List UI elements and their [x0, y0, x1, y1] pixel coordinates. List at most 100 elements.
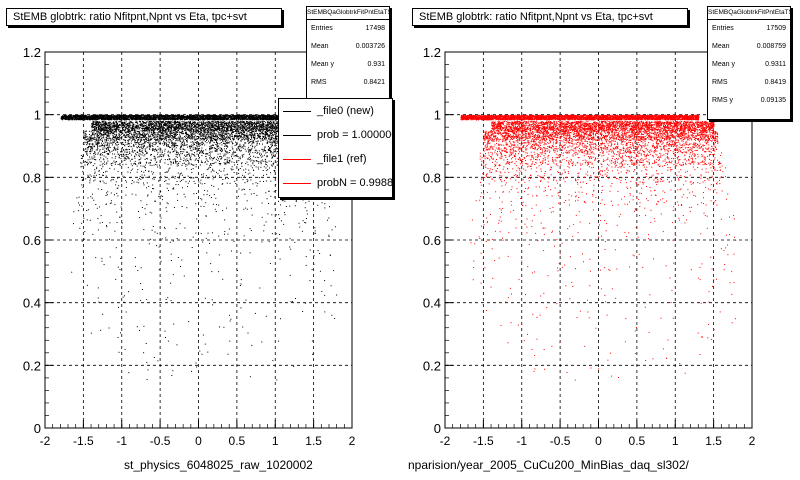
data-point: [95, 115, 97, 117]
data-point: [253, 122, 255, 124]
data-point: [127, 116, 129, 118]
data-point: [104, 122, 106, 124]
data-point: [145, 119, 147, 120]
data-point: [176, 117, 178, 119]
data-point: [88, 117, 90, 119]
data-point: [233, 124, 235, 126]
data-point: [123, 114, 125, 116]
data-point: [230, 127, 232, 129]
data-point: [237, 122, 239, 124]
data-point: [119, 117, 120, 119]
data-point: [257, 116, 258, 118]
data-point: [213, 116, 215, 118]
data-point: [145, 115, 147, 117]
data-point: [135, 124, 137, 126]
data-point: [87, 117, 89, 119]
data-point: [256, 119, 258, 120]
data-point: [92, 124, 94, 126]
data-point: [100, 123, 102, 125]
data-point: [99, 118, 101, 120]
data-point: [216, 128, 218, 130]
data-point: [142, 116, 144, 118]
data-point: [152, 127, 154, 129]
data-point: [169, 127, 170, 128]
data-point: [259, 115, 261, 117]
data-point: [274, 128, 276, 130]
data-point: [149, 121, 151, 123]
data-point: [62, 115, 64, 117]
data-point: [234, 114, 236, 116]
data-point: [163, 129, 165, 131]
data-point: [232, 117, 234, 119]
data-point: [262, 117, 264, 119]
data-point: [219, 125, 221, 127]
data-point: [227, 118, 229, 120]
data-point: [67, 115, 69, 117]
data-point: [219, 118, 220, 119]
data-point: [198, 115, 200, 117]
data-point: [134, 115, 136, 116]
data-point: [208, 119, 209, 121]
data-point: [255, 116, 257, 118]
data-point: [195, 127, 197, 129]
data-point: [162, 117, 164, 119]
data-point: [146, 118, 148, 120]
data-point: [206, 117, 208, 119]
data-point: [88, 118, 90, 120]
data-point: [124, 118, 126, 120]
data-point: [269, 118, 271, 120]
data-point: [248, 115, 250, 117]
data-point: [255, 115, 257, 117]
data-point: [156, 128, 158, 130]
data-point: [104, 115, 106, 117]
data-point: [207, 115, 209, 116]
data-point: [86, 117, 88, 119]
data-point: [113, 117, 115, 118]
data-point: [112, 114, 114, 116]
data-point: [211, 119, 213, 121]
data-point: [167, 119, 169, 121]
data-point: [224, 117, 226, 119]
data-point: [265, 129, 267, 131]
data-point: [145, 118, 147, 120]
data-point: [156, 115, 158, 116]
data-point: [195, 116, 196, 118]
data-point: [164, 118, 166, 120]
data-point: [96, 123, 98, 125]
data-point: [188, 128, 190, 130]
data-point: [241, 119, 243, 121]
data-point: [268, 118, 270, 120]
data-point: [218, 117, 220, 119]
data-point: [161, 115, 163, 116]
data-point: [103, 124, 104, 126]
data-point: [232, 128, 234, 130]
data-point: [136, 117, 138, 119]
data-point: [257, 116, 259, 118]
data-point: [251, 129, 253, 130]
data-point: [177, 123, 179, 125]
data-point: [192, 115, 194, 117]
data-point: [192, 129, 194, 131]
data-point: [72, 116, 74, 118]
data-point: [171, 116, 173, 118]
data-point: [153, 121, 155, 123]
data-point: [93, 122, 95, 124]
data-point: [177, 115, 179, 117]
data-point: [236, 117, 238, 119]
data-point: [135, 118, 137, 120]
data-point: [102, 115, 104, 116]
data-point: [179, 115, 181, 117]
data-point: [215, 119, 216, 121]
data-point: [181, 117, 183, 119]
data-point: [268, 115, 270, 117]
data-point: [113, 116, 115, 118]
data-point: [194, 117, 196, 119]
data-point: [195, 116, 197, 118]
data-point: [236, 115, 237, 117]
data-point: [85, 118, 87, 120]
data-point: [62, 119, 63, 121]
data-point: [200, 127, 202, 129]
data-point: [277, 128, 279, 129]
data-point: [183, 117, 184, 119]
data-point: [219, 121, 221, 123]
